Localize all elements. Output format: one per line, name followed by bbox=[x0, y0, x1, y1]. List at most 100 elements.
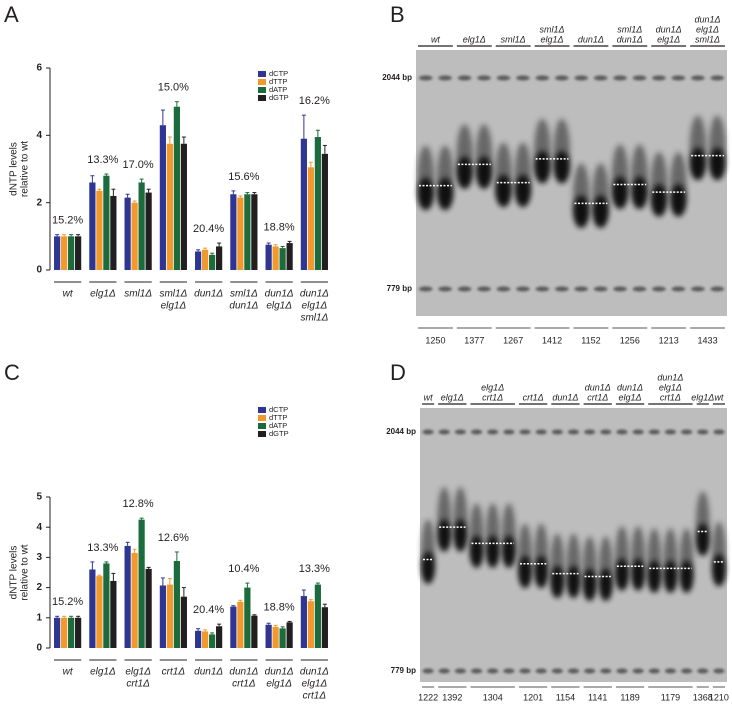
marker-band bbox=[574, 75, 589, 81]
x-tick-label: sml1Δ bbox=[159, 289, 187, 300]
panel-letter: D bbox=[390, 360, 406, 385]
lane-band bbox=[437, 519, 451, 552]
x-tick-label: dun1Δ bbox=[300, 667, 329, 678]
y-tick-label: 6 bbox=[36, 63, 42, 74]
bar bbox=[75, 236, 82, 270]
marker-band bbox=[632, 668, 644, 674]
lane-band bbox=[495, 174, 512, 207]
marker-band bbox=[519, 429, 531, 435]
lane-label: crt1Δ bbox=[482, 392, 503, 402]
annotation: 15.0% bbox=[158, 82, 189, 94]
marker-band bbox=[567, 668, 580, 674]
lane-band bbox=[647, 560, 661, 593]
marker-band bbox=[470, 429, 483, 435]
panel-letter: A bbox=[4, 2, 19, 27]
bar bbox=[314, 584, 321, 648]
lane-label: dun1Δ bbox=[656, 24, 682, 34]
annotation: 20.4% bbox=[193, 604, 224, 616]
marker-band bbox=[593, 75, 608, 81]
marker-band bbox=[454, 668, 467, 674]
bar bbox=[173, 106, 180, 270]
lane-label: wt bbox=[424, 392, 433, 402]
bar bbox=[230, 606, 237, 648]
bar bbox=[251, 194, 258, 270]
bar bbox=[110, 195, 117, 270]
marker-band bbox=[593, 286, 608, 292]
bar bbox=[202, 631, 209, 648]
marker-band bbox=[551, 668, 563, 674]
lane-band bbox=[476, 156, 492, 189]
bar bbox=[173, 561, 180, 648]
x-tick-label: dun1Δ bbox=[229, 667, 258, 678]
annotation: 10.4% bbox=[228, 563, 259, 575]
marker-band bbox=[487, 668, 499, 674]
bar bbox=[300, 138, 307, 270]
marker-band bbox=[457, 75, 472, 81]
y-axis-label: relative to wt bbox=[20, 141, 31, 197]
legend-swatch bbox=[258, 79, 266, 85]
length-value: 1368 bbox=[693, 692, 713, 702]
lane-label: crt1Δ bbox=[587, 392, 608, 402]
bar bbox=[279, 628, 286, 648]
x-tick-label: wt bbox=[63, 289, 74, 300]
x-tick-label: crt1Δ bbox=[126, 679, 150, 690]
marker-band bbox=[652, 75, 666, 81]
bar bbox=[251, 615, 258, 648]
legend-swatch bbox=[258, 95, 266, 101]
marker-band bbox=[422, 429, 434, 435]
marker-band bbox=[554, 75, 569, 81]
bar bbox=[124, 197, 131, 270]
lane-label: elg1Δ bbox=[541, 34, 564, 44]
y-axis-label: relative to wt bbox=[20, 544, 31, 600]
annotation: 15.2% bbox=[52, 215, 83, 227]
bar bbox=[103, 175, 110, 270]
bar bbox=[272, 246, 279, 270]
marker-band bbox=[713, 429, 725, 435]
bar bbox=[216, 626, 223, 648]
annotation: 20.4% bbox=[193, 223, 224, 235]
lane-band bbox=[470, 535, 484, 568]
lane-band bbox=[550, 565, 564, 598]
annotation: 13.3% bbox=[299, 563, 330, 575]
legend-label: dTTP bbox=[269, 77, 287, 86]
marker-band bbox=[613, 286, 627, 292]
bar bbox=[89, 182, 96, 270]
bar bbox=[96, 190, 103, 270]
bar bbox=[103, 563, 110, 648]
lane-band bbox=[663, 560, 677, 593]
x-tick-label: elg1Δ bbox=[266, 679, 292, 690]
marker-label: 779 bp bbox=[387, 284, 412, 293]
lane-label: dun1Δ bbox=[585, 382, 611, 392]
length-value: 1304 bbox=[483, 692, 503, 702]
marker-band bbox=[438, 75, 452, 81]
lane-label: sml1Δ bbox=[540, 24, 565, 34]
y-tick-label: 0 bbox=[36, 643, 42, 654]
bar bbox=[96, 576, 103, 648]
lane-label: sml1Δ bbox=[695, 34, 720, 44]
marker-band bbox=[535, 286, 550, 292]
lane-band bbox=[486, 535, 500, 568]
bar bbox=[61, 236, 68, 270]
x-tick-label: elg1Δ bbox=[90, 289, 116, 300]
lane-band bbox=[680, 560, 694, 593]
length-value: 1179 bbox=[661, 692, 680, 702]
marker-band bbox=[664, 668, 677, 674]
marker-band bbox=[516, 286, 530, 292]
length-value: 1377 bbox=[464, 335, 484, 345]
lane-label: elg1Δ bbox=[696, 24, 719, 34]
lane-label: dun1Δ bbox=[695, 14, 721, 24]
marker-band bbox=[691, 286, 705, 292]
x-tick-label: elg1Δ bbox=[266, 301, 292, 312]
lane-band bbox=[615, 558, 629, 591]
marker-band bbox=[422, 668, 434, 674]
y-tick-label: 2 bbox=[36, 197, 42, 208]
legend-label: dGTP bbox=[269, 93, 289, 102]
lane-band bbox=[651, 184, 667, 217]
marker-band bbox=[680, 668, 693, 674]
lane-label: elg1Δ bbox=[657, 34, 680, 44]
marker-band bbox=[457, 286, 472, 292]
annotation: 17.0% bbox=[123, 159, 154, 171]
legend-label: dGTP bbox=[269, 429, 289, 438]
length-value: 1210 bbox=[709, 692, 729, 702]
lane-band bbox=[583, 568, 597, 601]
